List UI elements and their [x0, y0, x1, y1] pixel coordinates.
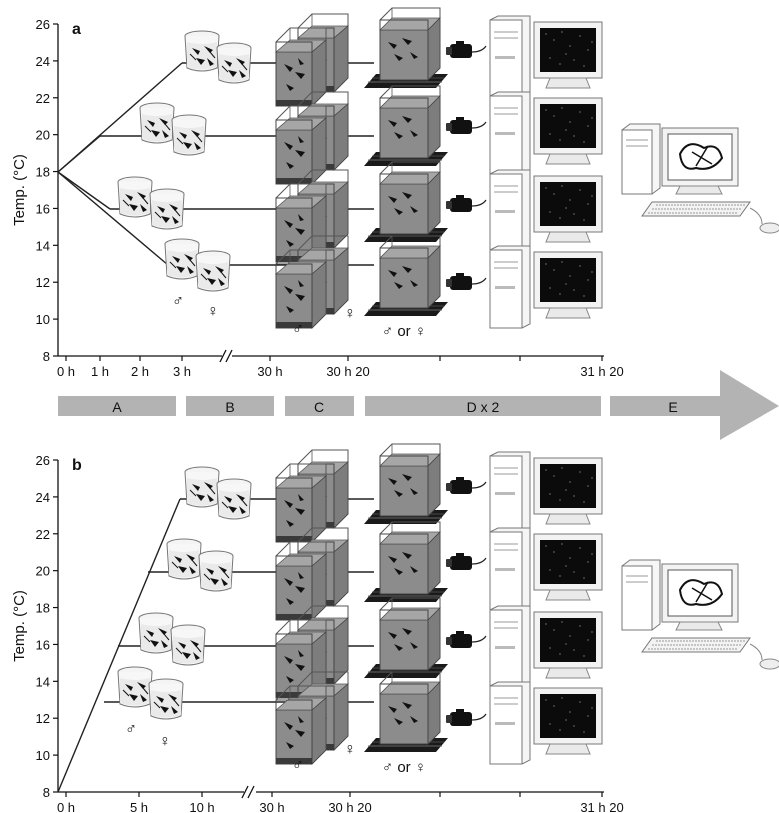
panel-b-tank-female: ♀ — [344, 741, 356, 758]
panel-b-recording-aquaria — [363, 443, 449, 753]
panel-b-label: b — [72, 457, 82, 474]
stage-bar: A B C D x 2 E — [58, 370, 779, 440]
panel-b-holding-tanks — [275, 449, 349, 765]
y-tick-label: 22 — [36, 91, 50, 106]
y-tick-label: 22 — [36, 527, 50, 542]
y-tick-label: 20 — [36, 564, 50, 579]
y-tick-label: 14 — [36, 238, 50, 253]
camera-icon — [445, 476, 487, 727]
panel-b-ylabel: Temp. (°C) — [11, 590, 28, 662]
computer-icon — [489, 15, 603, 329]
y-tick-label: 8 — [43, 349, 50, 364]
panel-b: b Temp. (°C) 8 10 12 14 16 18 20 22 24 26 0 h 5 h 1… — [11, 443, 779, 813]
panel-a-y-ticks: 8 10 12 14 16 18 20 22 24 26 — [36, 17, 58, 364]
y-tick-label: 8 — [43, 785, 50, 800]
panel-a-beaker-female: ♀ — [207, 303, 219, 320]
y-tick-label: 12 — [36, 711, 50, 726]
y-tick-label: 16 — [36, 637, 50, 652]
panel-a-recording-aquaria — [363, 7, 449, 317]
x-tick-label: 31 h 20 — [580, 800, 623, 813]
y-tick-label: 14 — [36, 674, 50, 689]
y-tick-label: 26 — [36, 453, 50, 468]
y-tick-label: 24 — [36, 490, 50, 505]
panel-b-x-ticks: 0 h 5 h 10 h 30 h 30 h 20 31 h 20 — [57, 792, 624, 813]
panel-b-y-ticks: 8 10 12 14 16 18 20 22 24 26 — [36, 453, 58, 800]
stage-c: C — [314, 399, 324, 415]
panel-a-axis-break — [219, 349, 233, 363]
x-tick-label: 2 h — [131, 364, 149, 379]
panel-a-holding-tanks — [275, 13, 349, 329]
panel-a-label: a — [72, 21, 81, 38]
panel-a-x-ticks: 0 h 1 h 2 h 3 h 30 h 30 h 20 31 h 20 — [57, 356, 624, 379]
x-tick-label: 30 h 20 — [328, 800, 371, 813]
panel-a-tank-male: ♂ — [292, 321, 304, 338]
y-tick-label: 20 — [36, 128, 50, 143]
panel-b-tank-male: ♂ — [292, 757, 304, 774]
analysis-workstation-icon — [621, 559, 779, 670]
stage-d: D x 2 — [467, 399, 500, 415]
y-tick-label: 12 — [36, 275, 50, 290]
x-tick-label: 5 h — [130, 800, 148, 813]
panel-a-either-label: ♂ or ♀ — [382, 323, 426, 340]
panel-b-beaker-female: ♀ — [159, 733, 171, 750]
analysis-workstation-icon — [621, 123, 779, 234]
x-tick-label: 30 h — [257, 364, 282, 379]
x-tick-label: 0 h — [57, 800, 75, 813]
panel-a-beaker-male: ♂ — [172, 293, 184, 310]
x-tick-label: 0 h — [57, 364, 75, 379]
stage-a: A — [112, 399, 122, 415]
panel-a-ylabel: Temp. (°C) — [11, 154, 28, 226]
y-tick-label: 26 — [36, 17, 50, 32]
y-tick-label: 10 — [36, 748, 50, 763]
x-tick-label: 10 h — [189, 800, 214, 813]
panel-a-tank-female: ♀ — [344, 305, 356, 322]
panel-b-beaker-male: ♂ — [125, 721, 137, 738]
y-tick-label: 10 — [36, 312, 50, 327]
y-tick-label: 18 — [36, 165, 50, 180]
panel-b-beakers — [117, 466, 252, 720]
camera-icon — [445, 40, 487, 291]
y-tick-label: 16 — [36, 201, 50, 216]
panel-b-axis-break — [241, 785, 255, 799]
x-tick-label: 3 h — [173, 364, 191, 379]
x-tick-label: 30 h — [259, 800, 284, 813]
stage-e: E — [668, 399, 677, 415]
stage-b: B — [225, 399, 234, 415]
panel-a: a Temp. (°C) 8 10 12 14 16 18 20 22 24 26 0 h 1 h 2… — [11, 7, 779, 379]
panel-b-either-label: ♂ or ♀ — [382, 759, 426, 776]
x-tick-label: 31 h 20 — [580, 364, 623, 379]
y-tick-label: 24 — [36, 54, 50, 69]
y-tick-label: 18 — [36, 601, 50, 616]
x-tick-label: 1 h — [91, 364, 109, 379]
x-tick-label: 30 h 20 — [326, 364, 369, 379]
computer-icon — [489, 451, 603, 765]
panel-a-beakers — [117, 30, 252, 292]
